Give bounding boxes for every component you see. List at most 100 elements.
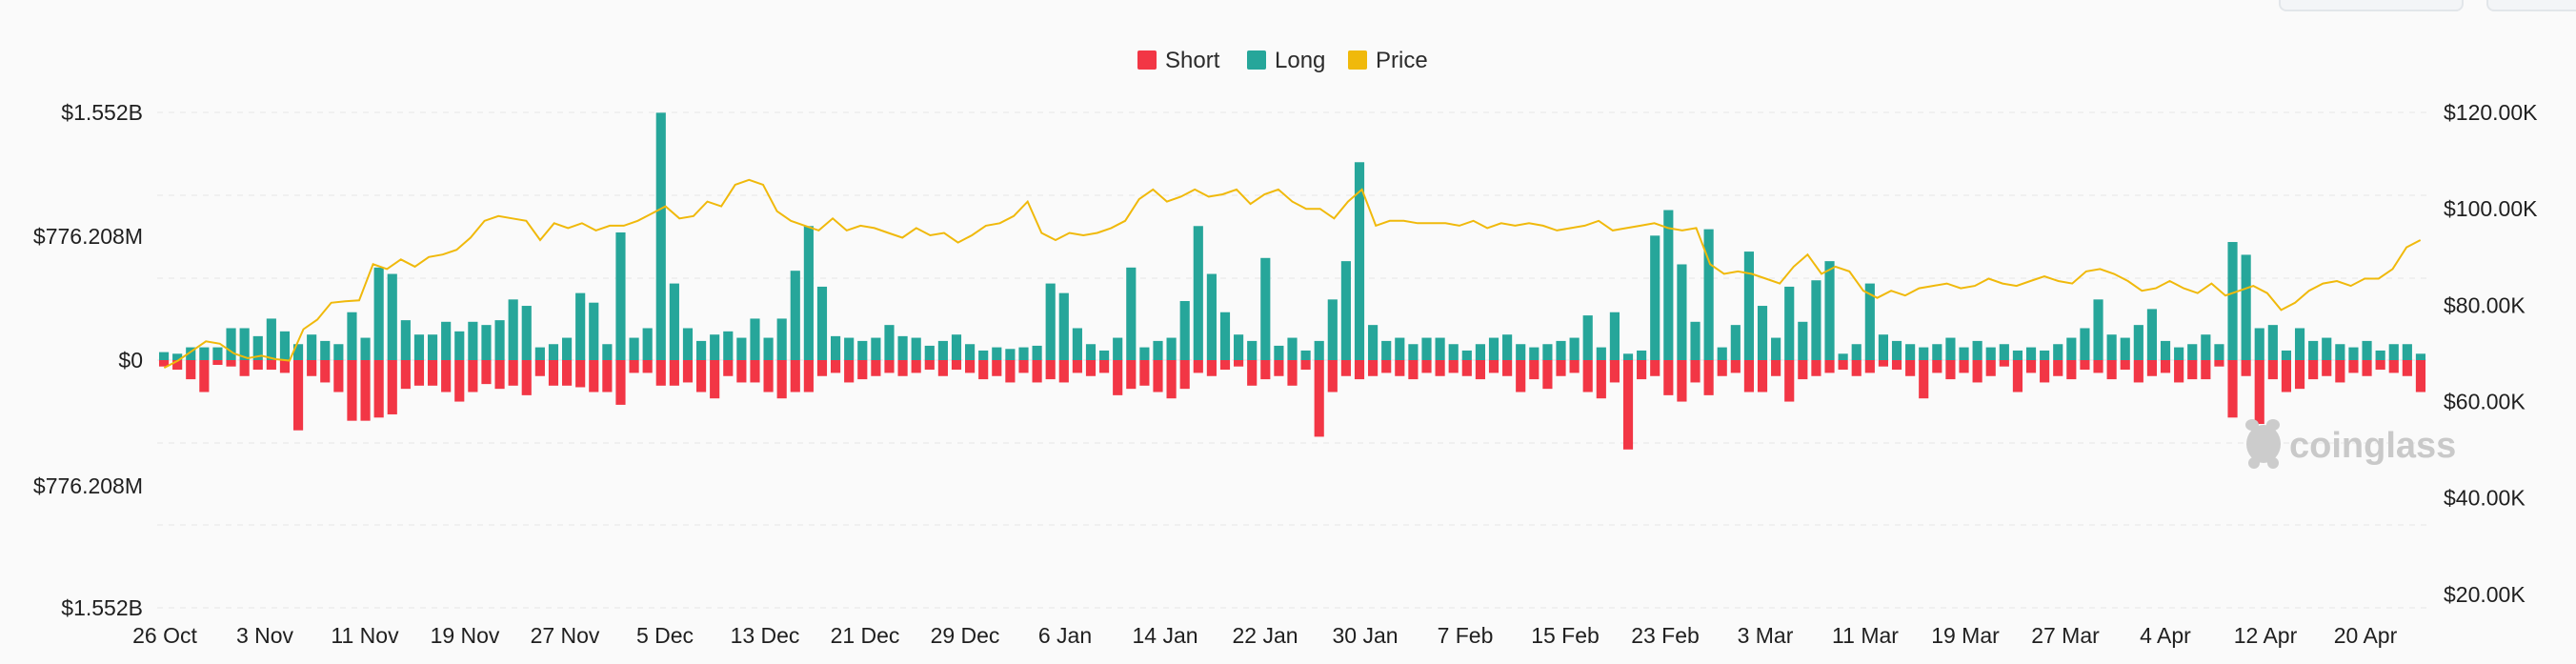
short-bar[interactable] [2201,360,2211,380]
short-bar[interactable] [387,360,397,414]
short-bar[interactable] [1408,360,1419,380]
long-bar[interactable] [2174,347,2184,360]
long-bar[interactable] [481,325,492,360]
long-bar[interactable] [2201,334,2211,360]
long-bar[interactable] [978,350,989,360]
short-bar[interactable] [1556,360,1566,376]
short-bar[interactable] [924,360,935,371]
short-bar[interactable] [1717,360,1727,376]
long-bar[interactable] [454,331,465,360]
short-bar[interactable] [1945,360,1956,380]
long-bar[interactable] [1153,340,1163,360]
short-bar[interactable] [1838,360,1848,371]
long-bar[interactable] [279,331,291,360]
long-bar[interactable] [1972,340,1982,360]
short-bar[interactable] [1153,360,1163,392]
short-bar[interactable] [252,360,263,371]
long-bar[interactable] [1502,334,1513,360]
long-bar[interactable] [2080,328,2090,360]
long-bar[interactable] [1864,283,1875,360]
short-bar[interactable] [468,360,478,392]
long-bar[interactable] [1421,337,1432,360]
long-bar[interactable] [1395,337,1405,360]
short-bar[interactable] [347,360,357,421]
long-bar[interactable] [695,340,707,360]
long-bar[interactable] [307,334,317,360]
long-bar[interactable] [521,306,532,360]
long-bar[interactable] [2362,340,2372,360]
long-bar[interactable] [226,328,236,360]
short-bar[interactable] [1569,360,1580,373]
short-bar[interactable] [1985,360,1996,376]
legend-item-long[interactable]: Long [1247,48,1325,73]
short-bar[interactable] [816,360,828,376]
short-bar[interactable] [1811,360,1821,376]
long-bar[interactable] [2053,344,2063,360]
short-bar[interactable] [2254,360,2264,425]
short-bar[interactable] [2066,360,2077,380]
long-bar[interactable] [776,318,787,360]
long-bar[interactable] [1435,337,1445,360]
short-bar[interactable] [1018,360,1029,373]
long-bar[interactable] [1663,210,1674,360]
short-bar[interactable] [1005,360,1016,383]
short-bar[interactable] [1274,360,1284,376]
short-bar[interactable] [1421,360,1432,373]
short-bar[interactable] [427,360,438,386]
short-bar[interactable] [1300,360,1311,371]
short-bar[interactable] [1919,360,1929,399]
short-bar[interactable] [2106,360,2117,380]
short-bar[interactable] [320,360,331,383]
long-bar[interactable] [1219,312,1231,360]
long-bar[interactable] [1784,286,1795,360]
short-bar[interactable] [2227,360,2238,418]
long-bar[interactable] [911,337,921,360]
short-bar[interactable] [723,360,734,376]
short-bar[interactable] [2388,360,2399,373]
long-bar[interactable] [2402,344,2412,360]
long-bar[interactable] [669,283,679,360]
long-bar[interactable] [1596,347,1606,360]
long-bar[interactable] [292,344,304,360]
long-bar[interactable] [2348,347,2359,360]
short-bar[interactable] [1461,360,1472,376]
long-bar[interactable] [1703,229,1714,360]
short-bar[interactable] [1529,360,1540,380]
long-bar[interactable] [723,331,734,360]
short-bar[interactable] [776,360,787,399]
short-bar[interactable] [884,360,895,373]
short-bar[interactable] [629,360,639,373]
long-bar[interactable] [1274,345,1284,360]
long-bar[interactable] [1516,344,1526,360]
short-bar[interactable] [1851,360,1862,376]
long-bar[interactable] [2294,328,2305,360]
long-bar[interactable] [2254,328,2264,360]
long-bar[interactable] [1891,340,1902,360]
short-bar[interactable] [508,360,518,386]
long-bar[interactable] [857,340,868,360]
long-bar[interactable] [2415,353,2426,360]
long-bar[interactable] [1340,261,1351,360]
short-bar[interactable] [2080,360,2090,371]
short-bar[interactable] [1206,360,1217,376]
short-bar[interactable] [1113,360,1123,395]
long-bar[interactable] [2227,242,2238,360]
long-bar[interactable] [2241,254,2251,360]
long-bar[interactable] [1206,273,1217,360]
long-bar[interactable] [400,320,411,360]
long-bar[interactable] [373,267,384,360]
long-bar[interactable] [1058,292,1069,360]
long-bar[interactable] [844,337,855,360]
short-bar[interactable] [1395,360,1405,376]
long-bar[interactable] [1045,283,1056,360]
short-bar[interactable] [1219,360,1231,371]
short-bar[interactable] [360,360,371,421]
short-bar[interactable] [589,360,599,392]
long-bar[interactable] [413,334,425,360]
long-bar[interactable] [1650,235,1660,360]
short-bar[interactable] [2308,360,2319,380]
short-bar[interactable] [1677,360,1687,402]
short-bar[interactable] [803,360,814,392]
long-bar[interactable] [1569,337,1580,360]
short-bar[interactable] [682,360,694,383]
